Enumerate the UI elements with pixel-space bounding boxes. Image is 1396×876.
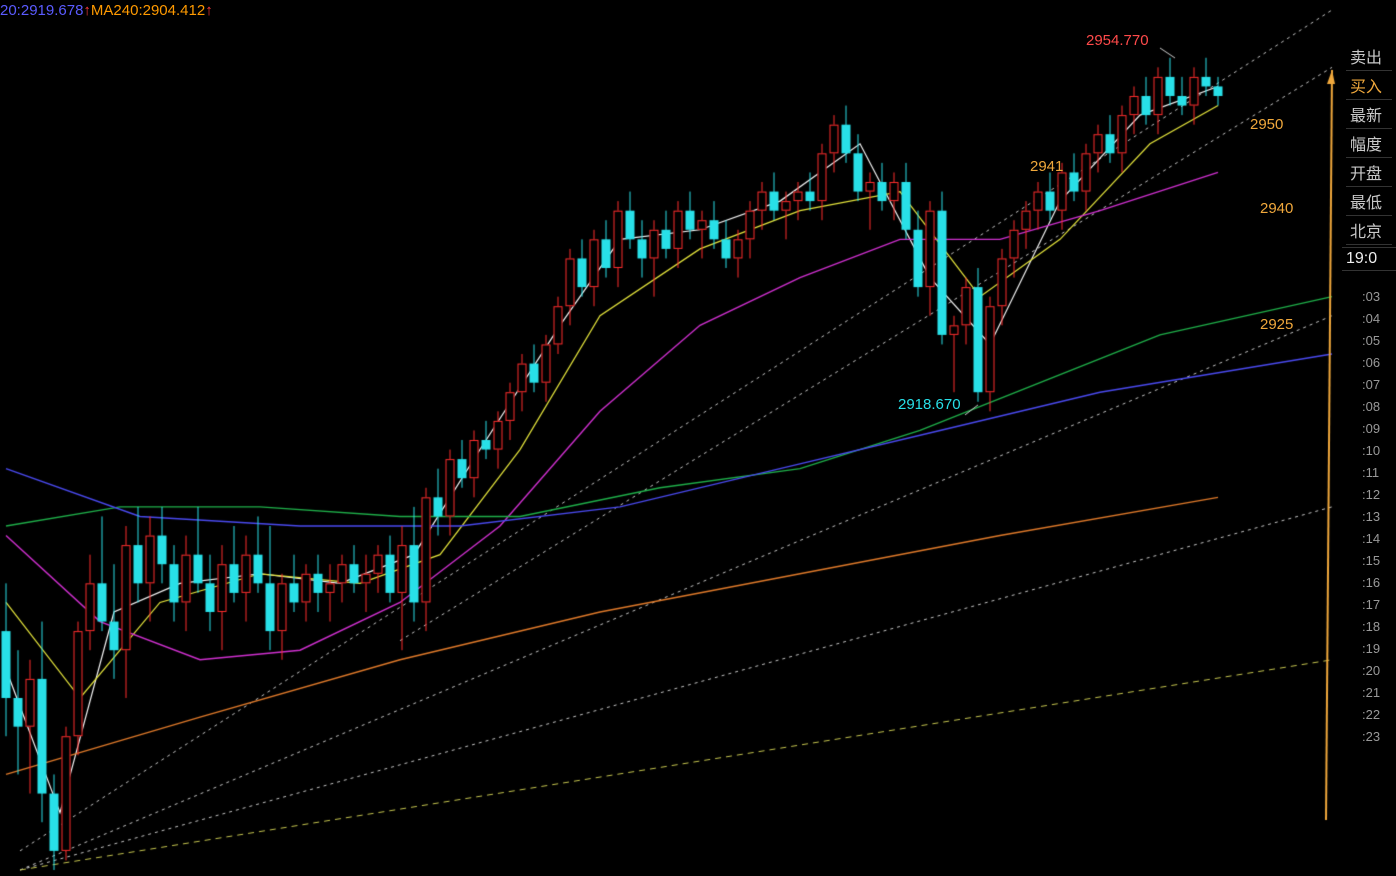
tick-label: :07 xyxy=(1362,374,1396,396)
ma240-label: MA240:2904.412 xyxy=(91,2,205,19)
tick-label: :20 xyxy=(1362,660,1396,682)
tick-label: :12 xyxy=(1362,484,1396,506)
tick-label: :22 xyxy=(1362,704,1396,726)
tick-label: :13 xyxy=(1362,506,1396,528)
tick-label: :19 xyxy=(1362,638,1396,660)
side-panel: 卖出买入最新幅度开盘最低北京 19:0 xyxy=(1342,40,1396,271)
time-ticks: :03:04:05:06:07:08:09:10:11:12:13:14:15:… xyxy=(1362,286,1396,748)
tick-label: :04 xyxy=(1362,308,1396,330)
side-row: 买入 xyxy=(1346,71,1392,100)
side-row: 最新 xyxy=(1346,100,1392,129)
lvl-2940: 2940 xyxy=(1260,200,1293,217)
tick-label: :10 xyxy=(1362,440,1396,462)
ma120-label: 20:2919.678 xyxy=(0,2,83,19)
side-row: 幅度 xyxy=(1346,129,1392,158)
price-chart[interactable] xyxy=(0,0,1396,876)
side-row: 开盘 xyxy=(1346,158,1392,187)
lvl-2925: 2925 xyxy=(1260,316,1293,333)
tick-label: :06 xyxy=(1362,352,1396,374)
side-row: 最低 xyxy=(1346,187,1392,216)
ma240-arrow: ↑ xyxy=(205,2,213,19)
ma120-arrow: ↑ xyxy=(83,2,91,19)
side-row: 北京 xyxy=(1346,216,1392,245)
tick-label: :14 xyxy=(1362,528,1396,550)
tick-label: :16 xyxy=(1362,572,1396,594)
tick-label: :11 xyxy=(1362,462,1396,484)
low-label: 2918.670 xyxy=(898,396,961,413)
high-label: 2954.770 xyxy=(1086,32,1149,49)
clock-label: 19:0 xyxy=(1342,248,1396,271)
tick-label: :03 xyxy=(1362,286,1396,308)
chart-header: 20:2919.678↑MA240:2904.412↑ xyxy=(0,2,213,19)
tick-label: :05 xyxy=(1362,330,1396,352)
tick-label: :18 xyxy=(1362,616,1396,638)
tick-label: :08 xyxy=(1362,396,1396,418)
tick-label: :15 xyxy=(1362,550,1396,572)
lvl-2950: 2950 xyxy=(1250,116,1283,133)
lvl-2941: 2941 xyxy=(1030,158,1063,175)
side-row: 卖出 xyxy=(1346,42,1392,71)
tick-label: :21 xyxy=(1362,682,1396,704)
tick-label: :17 xyxy=(1362,594,1396,616)
tick-label: :09 xyxy=(1362,418,1396,440)
tick-label: :23 xyxy=(1362,726,1396,748)
